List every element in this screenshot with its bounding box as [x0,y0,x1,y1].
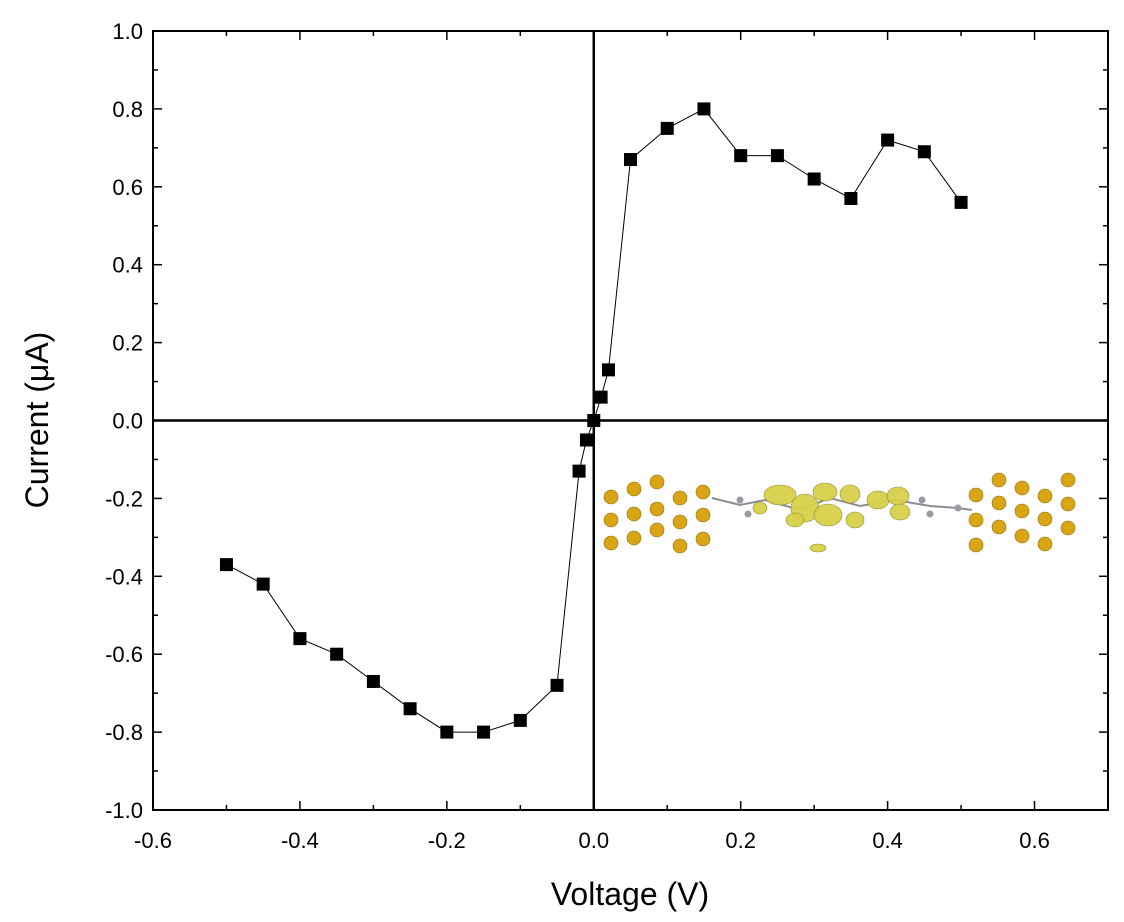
orbital-lobe [886,486,910,506]
orbital-lobe [839,484,861,504]
molecule-atom [954,504,962,512]
x-tick-label: -0.4 [281,828,319,853]
x-tick-label: 0.2 [725,828,756,853]
x-tick-label: 0.4 [872,828,903,853]
gold-atom [649,501,665,517]
data-point [513,713,527,727]
y-tick-label: 0.2 [112,331,143,356]
orbital-lobe [763,484,797,506]
tick-labels: -0.6 -0.4 -0.2 0.0 0.2 0.4 0.6 1.0 0.8 0.6 0.4 0.2 0… [105,19,1050,853]
data-point [403,702,417,716]
gold-atom [603,535,619,551]
gold-atom [626,530,642,546]
data-point [293,632,307,646]
y-tick-label: -0.8 [105,720,143,745]
gold-atom [672,538,688,554]
gold-atom [1037,511,1053,527]
y-tick-label: 0.4 [112,253,143,278]
gold-atom [603,489,619,505]
gold-atom [626,481,642,497]
data-point [550,678,564,692]
x-tick-label: -0.2 [428,828,466,853]
gold-atom [695,507,711,523]
y-tick-label: -0.6 [105,642,143,667]
y-tick-label: -0.4 [105,564,143,589]
gold-atom [968,487,984,503]
orbital-lobe [752,501,768,515]
data-point [256,577,270,591]
gold-atom [649,522,665,538]
data-point [660,121,674,135]
data-point [594,390,608,404]
gold-atom [695,484,711,500]
y-axis-title: Current (μA) [19,332,55,509]
gold-atom [672,490,688,506]
gold-atom [968,512,984,528]
orbital-lobe [812,482,838,502]
y-tick-label: 1.0 [112,19,143,44]
gold-atom [991,495,1007,511]
x-axis-title: Voltage (V) [551,876,709,912]
gold-atom [1014,503,1030,519]
data-point [954,195,968,209]
data-point [587,414,601,427]
data-point [844,191,858,205]
data-point [601,363,615,377]
molecule-atom [744,510,752,518]
molecule-atom [736,496,744,504]
data-point [219,558,233,572]
data-point [572,464,586,478]
data-point [734,149,748,163]
gold-atom [603,512,619,528]
x-tick-label: 0.0 [578,828,609,853]
data-point [807,172,821,186]
gold-atom [991,519,1007,535]
data-point [881,133,895,147]
molecular-junction-inset [603,472,1076,554]
gold-atom [1014,528,1030,544]
orbital-lobe [889,503,911,521]
gold-atom [649,474,665,490]
x-tick-label: -0.6 [134,828,172,853]
y-tick-label: 0.8 [112,97,143,122]
gold-atom [695,531,711,547]
data-series [219,102,968,739]
axes [152,30,1109,811]
molecule-atom [918,496,926,504]
orbital-lobe [845,511,865,529]
gold-atom [672,514,688,530]
orbital-lobe [866,490,890,510]
gold-atom [1060,520,1076,536]
gold-atom [1060,496,1076,512]
data-point [477,725,491,739]
data-point [697,102,711,116]
data-point [917,145,931,159]
gold-atom [626,506,642,522]
gold-atom [1060,472,1076,488]
gold-atom [1037,488,1053,504]
gold-atom [1014,480,1030,496]
orbital-lobe [813,503,843,527]
data-point [579,433,593,447]
data-point [440,725,454,739]
gold-atom [968,537,984,553]
data-point [624,153,637,167]
y-tick-label: -0.2 [105,486,143,511]
x-tick-label: 0.6 [1019,828,1050,853]
data-point [770,149,784,163]
orbital-lobe [809,543,827,553]
gold-atom [991,472,1007,488]
molecule-atom [926,510,934,518]
y-tick-label: 0.6 [112,175,143,200]
data-point [366,674,380,688]
gold-atom [1037,536,1053,552]
orbital-lobe [785,512,805,528]
data-point [330,647,344,661]
y-tick-label: 0.0 [112,409,143,434]
y-tick-label: -1.0 [105,798,143,823]
